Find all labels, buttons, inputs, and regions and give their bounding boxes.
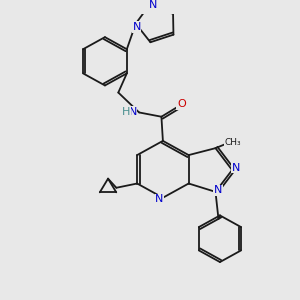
Text: N: N: [232, 163, 240, 173]
Text: O: O: [177, 100, 186, 110]
Text: N: N: [155, 194, 164, 204]
Text: H: H: [122, 106, 130, 117]
Text: N: N: [132, 22, 141, 32]
Text: N: N: [214, 185, 222, 195]
Text: N: N: [128, 106, 137, 117]
Text: CH₃: CH₃: [224, 138, 241, 147]
Text: N: N: [149, 0, 158, 10]
